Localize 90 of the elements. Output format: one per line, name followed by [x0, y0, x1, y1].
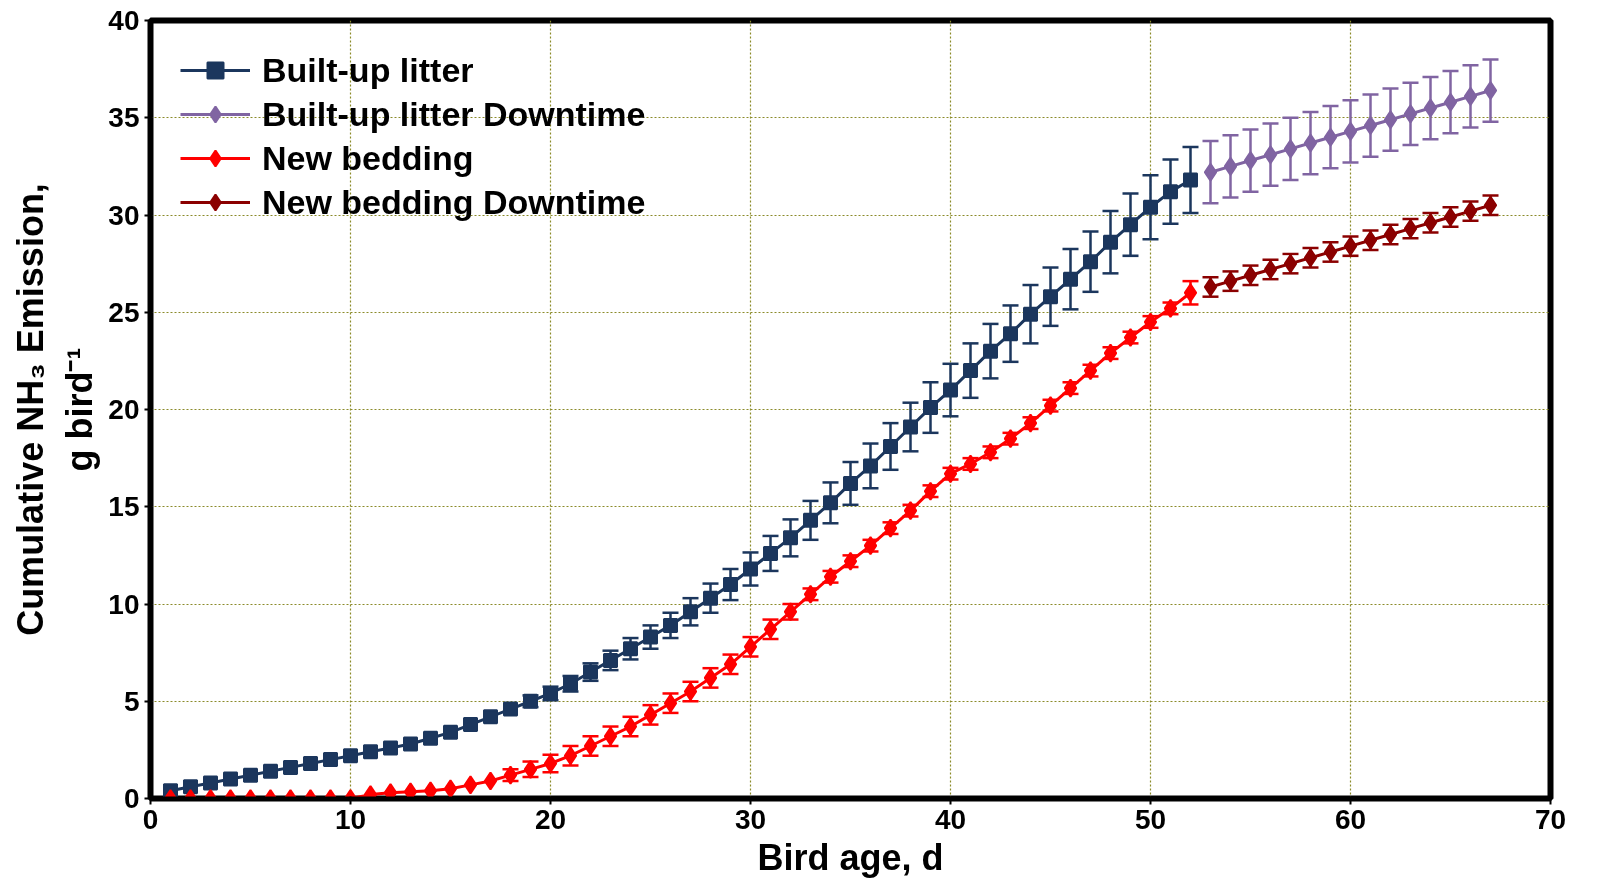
point	[963, 363, 978, 379]
y-tick-label: 5	[123, 685, 140, 717]
point	[723, 577, 738, 593]
legend-label: New bedding	[262, 138, 474, 178]
point	[923, 400, 938, 416]
point	[1083, 254, 1098, 270]
point	[1403, 104, 1418, 124]
x-tick-label: 20	[534, 803, 567, 835]
x-tick-label: 50	[1134, 803, 1167, 835]
point	[183, 779, 198, 795]
point	[843, 475, 858, 491]
x-tick-label: 10	[334, 803, 367, 835]
point	[1063, 271, 1078, 287]
point	[1443, 92, 1458, 112]
point	[383, 783, 398, 799]
point	[343, 748, 358, 764]
point	[783, 530, 798, 546]
point	[883, 438, 898, 454]
point	[263, 763, 278, 779]
point	[1223, 156, 1238, 176]
point	[683, 604, 698, 620]
point	[1463, 86, 1478, 106]
point	[863, 458, 878, 474]
point	[623, 641, 638, 657]
legend-label: New bedding Downtime	[262, 182, 646, 222]
y-tick-label: 35	[108, 102, 140, 134]
point	[1363, 116, 1378, 136]
point	[383, 740, 398, 756]
point	[1383, 110, 1398, 130]
point	[423, 781, 438, 799]
point	[1163, 184, 1178, 200]
x-tick-label: 30	[734, 803, 767, 835]
point	[983, 343, 998, 359]
x-axis-title: Bird age, d	[757, 836, 944, 878]
point	[1103, 234, 1118, 250]
point	[323, 752, 338, 768]
point	[763, 545, 778, 561]
point	[1143, 199, 1158, 215]
point	[1123, 217, 1138, 233]
point	[703, 590, 718, 606]
point	[403, 782, 418, 799]
y-tick-label: 10	[108, 588, 140, 620]
point	[1003, 326, 1018, 342]
x-tick-label: 40	[934, 803, 967, 835]
point	[363, 744, 378, 760]
point	[1043, 289, 1058, 305]
point	[943, 382, 958, 398]
point	[303, 755, 318, 771]
point	[1323, 127, 1338, 147]
point	[1203, 162, 1218, 182]
point	[1283, 139, 1298, 159]
point	[643, 629, 658, 645]
point	[483, 771, 498, 791]
point	[903, 419, 918, 435]
y-tick-label: 0	[123, 783, 140, 814]
point	[203, 775, 218, 791]
x-tick-label: 70	[1534, 803, 1567, 835]
point	[443, 724, 458, 740]
point	[743, 561, 758, 577]
legend-label: Built-up litter	[262, 50, 474, 90]
x-tick-label: 60	[1334, 803, 1367, 835]
point	[1303, 133, 1318, 153]
point	[443, 779, 458, 799]
point	[463, 775, 478, 795]
point	[503, 701, 518, 717]
point	[803, 512, 818, 528]
point	[663, 617, 678, 633]
point	[463, 717, 478, 733]
y-axis-title: Cumulative NH₃ Emission, g bird⁻¹	[10, 183, 101, 636]
point	[283, 759, 298, 775]
point	[1483, 81, 1498, 101]
y-tick-label: 20	[108, 394, 140, 425]
point	[243, 767, 258, 783]
y-tick-label: 25	[108, 296, 140, 328]
point	[1183, 172, 1198, 188]
point	[1343, 121, 1358, 141]
point	[223, 771, 238, 787]
point	[1023, 306, 1038, 322]
y-tick-label: 15	[108, 491, 140, 523]
point	[483, 709, 498, 725]
point	[423, 730, 438, 746]
point	[1263, 145, 1278, 165]
legend-label: Built-up litter Downtime	[262, 94, 646, 134]
point	[403, 736, 418, 752]
y-tick-label: 30	[108, 199, 140, 231]
point	[603, 652, 618, 668]
point	[1423, 98, 1438, 118]
point	[823, 495, 838, 511]
y-tick-label: 40	[108, 5, 140, 36]
point	[1243, 151, 1258, 171]
